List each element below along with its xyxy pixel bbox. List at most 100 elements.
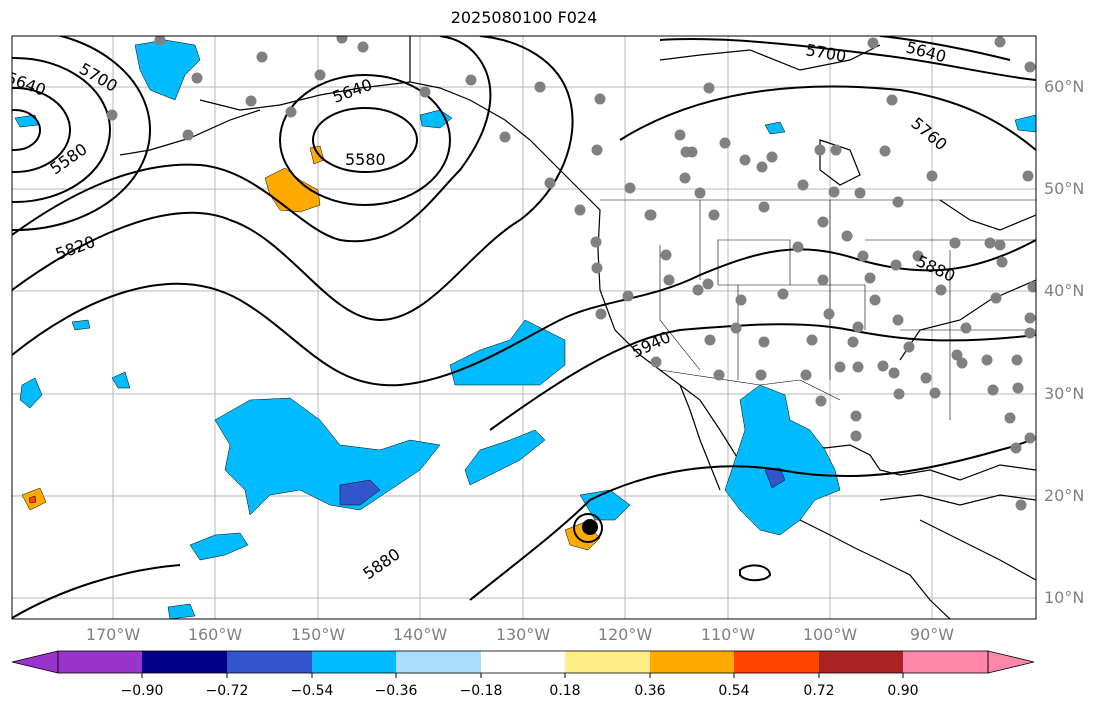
station-dot [847,336,859,348]
contour-label: 5700 [804,40,847,66]
station-dot [679,172,691,184]
station-dot [154,36,166,46]
station-dot [756,161,768,173]
lon-label: 140°W [392,625,448,644]
station-dot [663,274,675,286]
station-dot [996,256,1008,268]
lon-label: 90°W [909,625,955,644]
contour-label: 5640 [330,75,375,107]
station-dot [926,170,938,182]
lat-label: 50°N [1044,179,1085,198]
height-contours [12,36,1036,619]
contour-label: 5820 [53,232,98,264]
station-dot [912,250,924,262]
station-dot [650,356,662,368]
colorbar-segment [734,651,819,673]
lon-label: 170°W [85,625,141,644]
station-dot [1012,382,1024,394]
station-dot [704,334,716,346]
station-dot [800,369,812,381]
station-dot [834,361,846,373]
station-dot [981,354,993,366]
colorbar-tick-label: −0.18 [459,683,503,699]
station-dot [828,186,840,198]
station-dot [708,209,720,221]
station-dot [702,278,714,290]
station-dot [590,236,602,248]
political-borders [600,199,1036,420]
station-dot [797,179,809,191]
station-dot [735,294,747,306]
station-dot [892,196,904,208]
colorbar-tick-label: 0.54 [718,683,750,699]
station-dot [1010,442,1022,454]
colorbar-tick-label: 0.72 [803,683,835,699]
colorbar-extend-max [987,650,1035,674]
station-dot [758,201,770,213]
colorbar-segment [142,651,227,673]
station-dot [1024,61,1036,73]
lon-label: 150°W [290,625,346,644]
station-dot [591,144,603,156]
colorbar-outline [57,650,989,674]
lat-label: 30°N [1044,384,1085,403]
colorbar-segment [481,651,565,673]
station-dot [256,51,268,63]
colorbar-tick-label: −0.90 [120,683,164,699]
station-markers [106,36,1036,511]
station-dot [956,357,968,369]
colorbar-tick-label: 0.18 [549,683,581,699]
station-dot [949,237,961,249]
lat-label: 60°N [1044,77,1085,96]
station-dot [984,237,996,249]
station-dot [622,290,634,302]
station-dot [713,369,725,381]
station-dot [595,308,607,320]
colorbar-tick-label: 0.36 [634,683,666,699]
station-dot [499,131,511,143]
colorbar-tick-label: 0.90 [887,683,919,699]
station-dot [864,272,876,284]
station-dot [591,262,603,274]
lat-label: 10°N [1044,588,1085,607]
colorbar-tick-label: −0.72 [205,683,249,699]
station-dot [1015,499,1027,511]
station-dot [106,109,118,121]
map-area: 5700 5640 5580 5580 5640 5700 5640 5760 … [4,36,1036,619]
map-frame [11,35,1037,620]
station-dot [624,182,636,194]
station-dot [823,308,835,320]
station-dot [817,216,829,228]
colorbar-segment [396,651,481,673]
station-dot [994,36,1006,48]
station-dot [869,294,881,306]
station-dot [850,430,862,442]
station-dot [314,69,326,81]
contour-label: 5760 [907,114,950,155]
station-dot [1027,281,1036,293]
station-dot [357,41,369,53]
station-dot [766,151,778,163]
lon-label: 160°W [187,625,243,644]
colorbar-segment [819,651,903,673]
station-dot [814,144,826,156]
station-dot [285,106,297,118]
map-title: 2025080100 F024 [450,8,598,27]
station-dot [694,187,706,199]
station-dot [1024,327,1036,339]
contour-label: 5640 [4,68,49,100]
contour-label: 5940 [629,327,674,361]
colorbar-segment [565,651,650,673]
station-dot [739,154,751,166]
station-dot [182,129,194,141]
station-dot [594,93,606,105]
lon-label: 110°W [700,625,756,644]
colorbar-segment [650,651,734,673]
station-dot [686,146,698,158]
colorbar-segment [903,651,988,673]
station-dot [951,349,963,361]
station-dot [854,187,866,199]
station-dot [660,249,672,261]
contour-label: 5580 [46,139,90,178]
